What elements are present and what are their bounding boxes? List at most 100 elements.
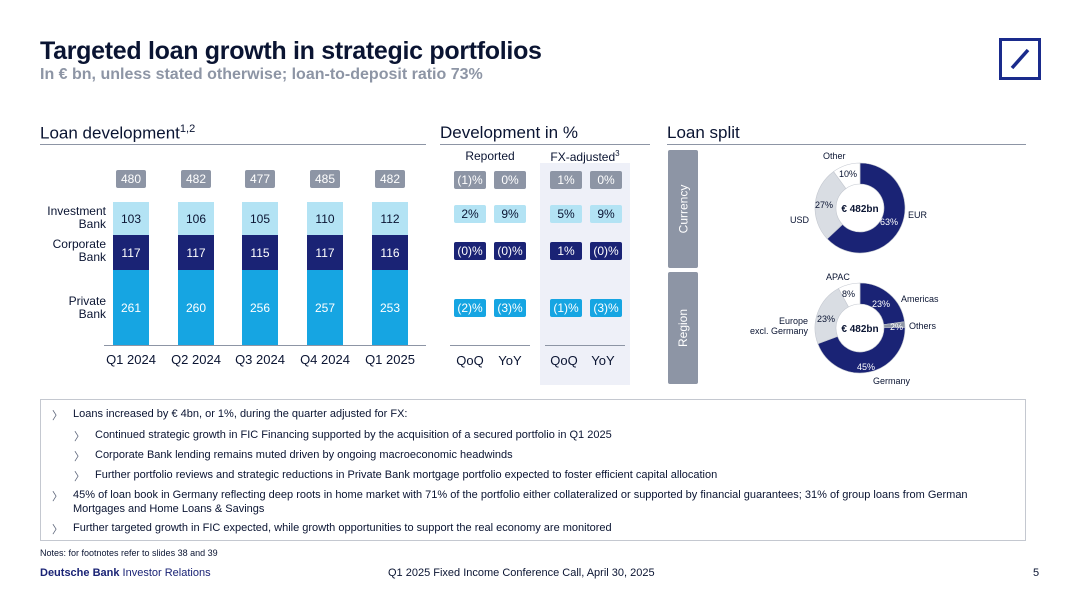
- bar-total-2: 477: [245, 170, 275, 188]
- region-tab-label: Region: [676, 308, 690, 348]
- region-pct-others: 2%: [890, 322, 904, 332]
- row-label-cb-line2: Bank: [78, 250, 106, 264]
- bullet-text-2: Corporate Bank lending remains muted dri…: [95, 449, 513, 461]
- bar-total-4: 482: [375, 170, 405, 188]
- bar-private-bank-1: 260: [178, 270, 214, 345]
- fx-adjusted-shade: [540, 163, 630, 385]
- pct-pill-cb-1: (0)%: [494, 242, 526, 260]
- region-donut-chart: [814, 282, 906, 374]
- bar-corporate-bank-4: 116: [372, 235, 408, 270]
- region-pct-americas: 23%: [872, 299, 891, 309]
- bullet-chevron-icon: 〉: [52, 524, 63, 536]
- page-number: 5: [1033, 567, 1040, 579]
- bullet-text-3: Further portfolio reviews and strategic …: [95, 469, 718, 481]
- pct-pill-grey-0: (1)%: [454, 171, 486, 189]
- pct-pill-grey-3: 0%: [590, 171, 622, 189]
- bar-investment-bank-1: 106: [178, 202, 214, 235]
- bar-private-bank-0: 261: [113, 270, 149, 345]
- row-label-ib-line2: Bank: [78, 217, 106, 231]
- development-pct-heading: Development in %: [440, 123, 578, 142]
- logo-slash-icon: [1010, 48, 1030, 70]
- bullet-text-0: Loans increased by € 4bn, or 1%, during …: [73, 408, 408, 420]
- pct-pill-pb-0: (2)%: [454, 299, 486, 317]
- footer-brand-rest: Investor Relations: [119, 567, 211, 579]
- bullet-text-4: 45% of loan book in Germany reflecting d…: [73, 489, 968, 515]
- region-label-others: Others: [909, 321, 937, 331]
- row-label-investment-bank: Investment Bank: [34, 205, 106, 231]
- currency-slice-2: [833, 162, 861, 190]
- pct-pill-pb-2: (1)%: [550, 299, 582, 317]
- region-pct-germany: 45%: [857, 362, 876, 372]
- pct-pill-ib-2: 5%: [550, 205, 582, 223]
- region-pct-apac: 8%: [842, 289, 856, 299]
- pct-pill-cb-3: (0)%: [590, 242, 622, 260]
- bar-investment-bank-3: 110: [307, 202, 343, 235]
- currency-pct-usd: 27%: [815, 200, 834, 210]
- bar-investment-bank-4: 112: [372, 202, 408, 235]
- pct-pill-grey-2: 1%: [550, 171, 582, 189]
- region-tab: Region: [668, 272, 698, 384]
- bar-category-label-2: Q3 2024: [235, 352, 285, 367]
- pct-pill-ib-3: 9%: [590, 205, 622, 223]
- row-label-cb-line1: Corporate: [52, 237, 106, 251]
- currency-pct-other: 10%: [839, 169, 858, 179]
- axis-label-fx-qoq: QoQ: [550, 353, 578, 368]
- fx-adjusted-header: FX-adjusted3: [540, 149, 630, 164]
- region-pct-europe: 23%: [817, 314, 836, 324]
- region-label-germany: Germany: [873, 376, 911, 386]
- bullet-chevron-icon: 〉: [52, 410, 63, 422]
- currency-donut-center: € 482bn: [841, 204, 879, 215]
- bar-category-label-0: Q1 2024: [106, 352, 156, 367]
- loan-split-heading: Loan split: [667, 123, 740, 142]
- footer-event: Q1 2025 Fixed Income Conference Call, Ap…: [388, 567, 655, 579]
- reported-baseline: [450, 345, 530, 346]
- fx-baseline: [545, 345, 625, 346]
- bar-corporate-bank-2: 115: [242, 235, 278, 270]
- footnote: Notes: for footnotes refer to slides 38 …: [40, 548, 218, 558]
- bar-private-bank-3: 257: [307, 270, 343, 345]
- region-label-americas: Americas: [901, 294, 939, 304]
- bar-category-label-3: Q4 2024: [300, 352, 350, 367]
- region-label-europe-line1: Europe: [778, 316, 808, 326]
- bar-private-bank-2: 256: [242, 270, 278, 345]
- currency-label-other: Other: [823, 151, 846, 161]
- pct-pill-cb-0: (0)%: [454, 242, 486, 260]
- bullet-chevron-icon: 〉: [74, 471, 85, 483]
- bar-corporate-bank-0: 117: [113, 235, 149, 270]
- bullet-chevron-icon: 〉: [74, 451, 85, 463]
- bar-investment-bank-0: 103: [113, 202, 149, 235]
- key-points-box: [40, 399, 1026, 541]
- row-label-private-bank: Private Bank: [34, 295, 106, 321]
- bar-total-3: 485: [310, 170, 340, 188]
- axis-label-fx-yoy: YoY: [591, 353, 615, 368]
- reported-header: Reported: [465, 149, 515, 163]
- currency-slice-0: [826, 162, 906, 254]
- pct-pill-ib-0: 2%: [454, 205, 486, 223]
- bar-total-1: 482: [181, 170, 211, 188]
- row-label-pb-line1: Private: [68, 294, 106, 308]
- deutsche-bank-logo: [999, 38, 1041, 80]
- pct-pill-ib-1: 9%: [494, 205, 526, 223]
- pct-pill-pb-3: (3)%: [590, 299, 622, 317]
- bar-private-bank-4: 253: [372, 270, 408, 345]
- bar-investment-bank-2: 105: [242, 202, 278, 235]
- row-label-pb-line2: Bank: [78, 307, 106, 321]
- bullet-chevron-icon: 〉: [74, 431, 85, 443]
- axis-label-reported-qoq: QoQ: [456, 353, 484, 368]
- bar-category-label-1: Q2 2024: [171, 352, 221, 367]
- development-pct-rule: [440, 144, 650, 145]
- fx-adjusted-header-text: FX-adjusted: [550, 150, 616, 164]
- bar-corporate-bank-3: 117: [307, 235, 343, 270]
- currency-label-eur: EUR: [908, 210, 928, 220]
- page-title: Targeted loan growth in strategic portfo…: [40, 37, 542, 65]
- currency-pct-eur: 63%: [880, 217, 899, 227]
- page-subtitle: In € bn, unless stated otherwise; loan-t…: [40, 66, 483, 83]
- pct-pill-grey-1: 0%: [494, 171, 526, 189]
- bar-category-label-4: Q1 2025: [365, 352, 415, 367]
- pct-pill-cb-2: 1%: [550, 242, 582, 260]
- bullet-text-1: Continued strategic growth in FIC Financ…: [95, 429, 612, 441]
- currency-label-usd: USD: [790, 215, 810, 225]
- region-donut-center: € 482bn: [841, 324, 879, 335]
- loan-development-heading-text: Loan development: [40, 123, 180, 143]
- footer-brand: Deutsche Bank Investor Relations: [40, 567, 211, 579]
